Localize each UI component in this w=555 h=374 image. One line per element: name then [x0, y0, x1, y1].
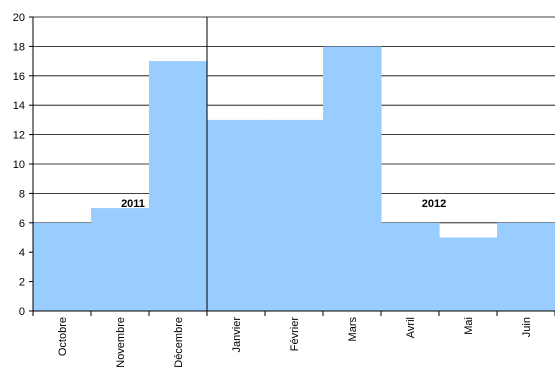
bar-8 — [497, 222, 555, 311]
y-tick-label: 6 — [19, 218, 25, 230]
bar-6 — [381, 222, 440, 311]
y-tick-label: 12 — [13, 130, 25, 142]
bar-1 — [91, 208, 150, 311]
x-tick-label: Mai — [463, 317, 475, 335]
bars-group — [33, 46, 555, 312]
y-tick-label: 4 — [19, 247, 25, 259]
bar-2 — [149, 61, 208, 311]
x-tick-label: Janvier — [231, 317, 243, 353]
bar-7 — [439, 237, 498, 311]
annotation-2012: 2012 — [422, 198, 446, 210]
x-tick-label: Février — [289, 317, 301, 352]
annotations-group: 2011 2012 — [121, 198, 446, 210]
y-tick-label: 14 — [13, 100, 25, 112]
x-tick-labels: Octobre Novembre Décembre Janvier Février Mar… — [57, 317, 533, 368]
y-tick-label: 20 — [13, 12, 25, 24]
x-tick-label: Avril — [405, 317, 417, 338]
bar-3 — [207, 119, 266, 312]
y-tick-label: 0 — [19, 306, 25, 318]
x-tick-label: Juin — [521, 317, 533, 337]
bar-5 — [323, 46, 382, 312]
x-tick-label: Novembre — [115, 317, 127, 368]
x-tick-label: Décembre — [173, 317, 185, 368]
y-tick-label: 16 — [13, 71, 25, 83]
y-tick-label: 18 — [13, 41, 25, 53]
bar-4 — [265, 119, 324, 312]
x-tick-label: Mars — [347, 317, 359, 342]
y-tick-label: 8 — [19, 188, 25, 200]
y-tick-label: 2 — [19, 277, 25, 289]
y-tick-labels: 0 2 4 6 8 10 12 14 16 18 20 — [13, 12, 25, 318]
bar-0 — [33, 222, 92, 311]
x-tick-label: Octobre — [57, 317, 69, 356]
axes-group — [29, 16, 555, 316]
annotation-2011: 2011 — [121, 198, 145, 210]
y-tick-label: 10 — [13, 159, 25, 171]
